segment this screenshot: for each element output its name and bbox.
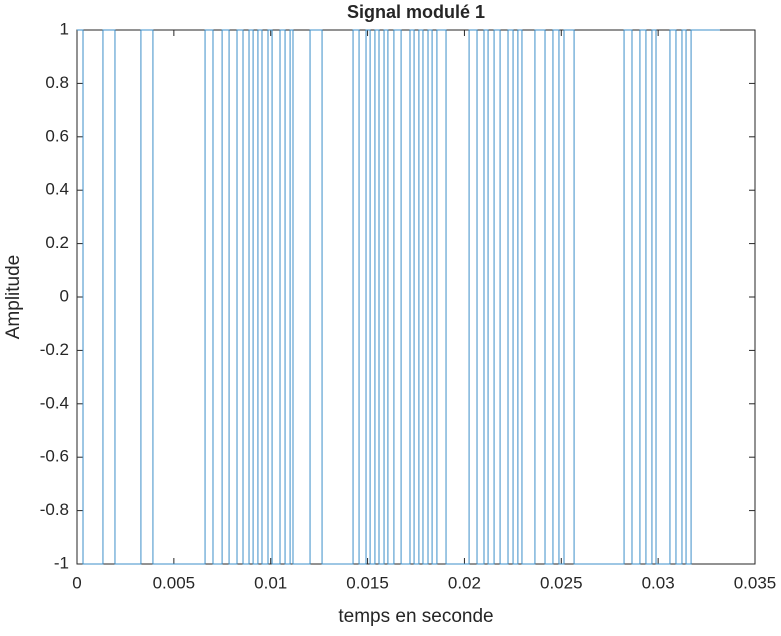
y-tick-label: 0.2 [45, 233, 69, 252]
y-tick-label: 0.8 [45, 73, 69, 92]
y-tick-label: -0.6 [40, 447, 69, 466]
y-tick-label: -1 [54, 553, 69, 572]
y-tick-label: -0.4 [40, 393, 69, 412]
x-axis-label: temps en seconde [338, 606, 493, 627]
y-tick-label: 0.6 [45, 126, 69, 145]
x-tick-label: 0.01 [254, 573, 287, 592]
x-tick-label: 0.025 [540, 573, 583, 592]
x-tick-label: 0.005 [153, 573, 196, 592]
chart-title: Signal modulé 1 [347, 2, 485, 22]
y-axis-label: Amplitude [3, 255, 24, 340]
x-tick-label: 0.02 [448, 573, 481, 592]
y-tick-label: -0.8 [40, 500, 69, 519]
signal-line [77, 29, 720, 565]
y-tick-label: 1 [60, 19, 69, 38]
x-tick-label: 0.015 [346, 573, 389, 592]
x-tick-label: 0 [72, 573, 81, 592]
y-tick-label: 0 [60, 286, 69, 305]
x-tick-label: 0.035 [734, 573, 777, 592]
x-tick-label: 0.03 [642, 573, 675, 592]
y-tick-label: 0.4 [45, 180, 69, 199]
y-tick-label: -0.2 [40, 340, 69, 359]
